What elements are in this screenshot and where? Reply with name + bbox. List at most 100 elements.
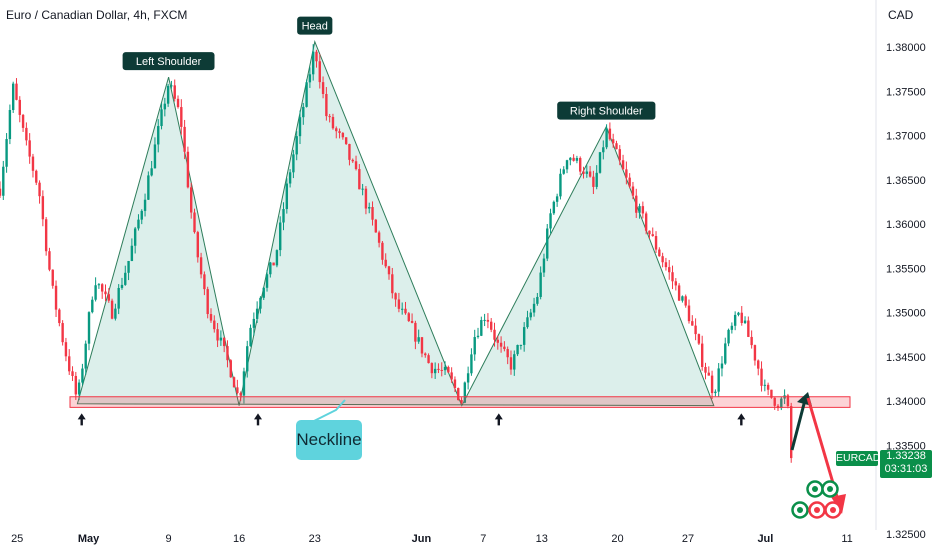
- candle-body: [91, 299, 94, 313]
- candle-body: [740, 312, 743, 324]
- x-tick-label: 25: [11, 533, 23, 545]
- x-tick-label: 23: [309, 533, 321, 545]
- candle-countdown: 03:31:03: [884, 463, 928, 475]
- candle-body: [404, 308, 407, 314]
- candle-body: [120, 284, 124, 288]
- pattern-label-box: [297, 16, 333, 35]
- candle-body: [565, 160, 569, 170]
- y-tick-label: 1.37500: [886, 86, 926, 98]
- last-price-badge: 1.33238 03:31:03: [880, 450, 932, 478]
- candle-body: [598, 152, 602, 173]
- candle-body: [499, 342, 503, 347]
- candle-body: [579, 158, 582, 172]
- candle-body: [107, 294, 110, 301]
- candle-body: [344, 137, 348, 144]
- candle-body: [400, 308, 404, 310]
- x-tick-label: 27: [682, 533, 694, 545]
- candle-body: [186, 151, 190, 188]
- candle-body: [84, 343, 87, 369]
- candle-body: [298, 117, 302, 137]
- candle-body: [308, 74, 312, 83]
- candle-body: [262, 287, 265, 298]
- candle-body: [325, 93, 328, 117]
- pattern-label-text: Head: [302, 21, 328, 33]
- touch-arrow: [737, 413, 746, 426]
- candle-body: [242, 371, 246, 396]
- coin-icon-center: [812, 486, 818, 492]
- x-tick-label: 13: [536, 533, 548, 545]
- candle-body: [147, 175, 150, 200]
- candle-body: [588, 171, 592, 177]
- candle-body: [74, 375, 78, 395]
- candle-body: [315, 51, 318, 62]
- neckline-zone[interactable]: [69, 396, 851, 408]
- candle-body: [279, 222, 282, 251]
- candle-body: [255, 308, 259, 319]
- x-tick-label: 11: [841, 533, 852, 545]
- neckline-label: Neckline: [296, 420, 362, 460]
- touch-arrow: [77, 413, 86, 426]
- candle-body: [559, 173, 562, 197]
- candle-body: [773, 397, 776, 406]
- last-price-value: 1.33238: [886, 450, 926, 462]
- candle-body: [196, 232, 199, 258]
- candle-body: [443, 366, 447, 371]
- x-tick-label: May: [78, 533, 100, 545]
- candle-body: [368, 207, 371, 209]
- x-tick-label: 16: [233, 533, 245, 545]
- pattern-label-text: Left Shoulder: [136, 56, 202, 68]
- candle-body: [420, 337, 424, 354]
- candle-body: [351, 159, 354, 162]
- candle-body: [677, 285, 681, 301]
- candle-body: [611, 139, 615, 144]
- candle-body: [302, 106, 305, 118]
- candle-body: [170, 85, 173, 87]
- candle-body: [766, 384, 770, 390]
- candle-body: [625, 169, 628, 178]
- candle-body: [450, 372, 453, 380]
- candle-body: [714, 391, 717, 394]
- candle-body: [549, 213, 552, 229]
- candle-body: [473, 337, 476, 355]
- pattern-label-box: [557, 101, 656, 120]
- candle-body: [605, 128, 608, 148]
- candle-body: [575, 158, 579, 161]
- candle-body: [417, 337, 420, 342]
- candle-body: [246, 346, 249, 372]
- candle-body: [585, 171, 589, 174]
- candle-body: [433, 368, 437, 374]
- head-and-shoulders-pattern: [76, 39, 715, 407]
- x-tick-label: Jun: [412, 533, 432, 545]
- candle-body: [265, 274, 269, 288]
- candle-body: [737, 312, 740, 315]
- pattern-label-text: Right Shoulder: [570, 106, 643, 118]
- candle-body: [470, 354, 473, 374]
- y-axis: 1.38000 1.37500 1.37000 1.36500 1.36000 1.355…: [886, 42, 926, 541]
- candles-group: [0, 44, 793, 463]
- candle-body: [743, 320, 747, 324]
- candle-body: [526, 317, 529, 328]
- candle-body: [717, 368, 720, 392]
- candle-body: [364, 188, 368, 209]
- candle-body: [618, 149, 621, 161]
- candle-body: [236, 387, 239, 394]
- candle-body: [81, 368, 84, 383]
- candle-body: [602, 147, 605, 153]
- candle-body: [190, 187, 193, 213]
- candle-body: [193, 212, 196, 233]
- candle-body: [757, 360, 760, 369]
- candle-body: [674, 281, 678, 286]
- x-tick-label: 7: [480, 533, 486, 545]
- candle-body: [25, 127, 28, 141]
- candle-body: [209, 314, 213, 321]
- x-tick-label: Jul: [757, 533, 773, 545]
- candle-body: [747, 320, 750, 337]
- candle-body: [328, 116, 331, 118]
- candle-body: [288, 172, 292, 184]
- candle-body: [51, 269, 54, 286]
- chart-title: Euro / Canadian Dollar, 4h, FXCM: [6, 8, 188, 22]
- y-tick-label: 1.32500: [886, 529, 926, 541]
- candle-body: [519, 344, 523, 346]
- candle-body: [763, 384, 767, 386]
